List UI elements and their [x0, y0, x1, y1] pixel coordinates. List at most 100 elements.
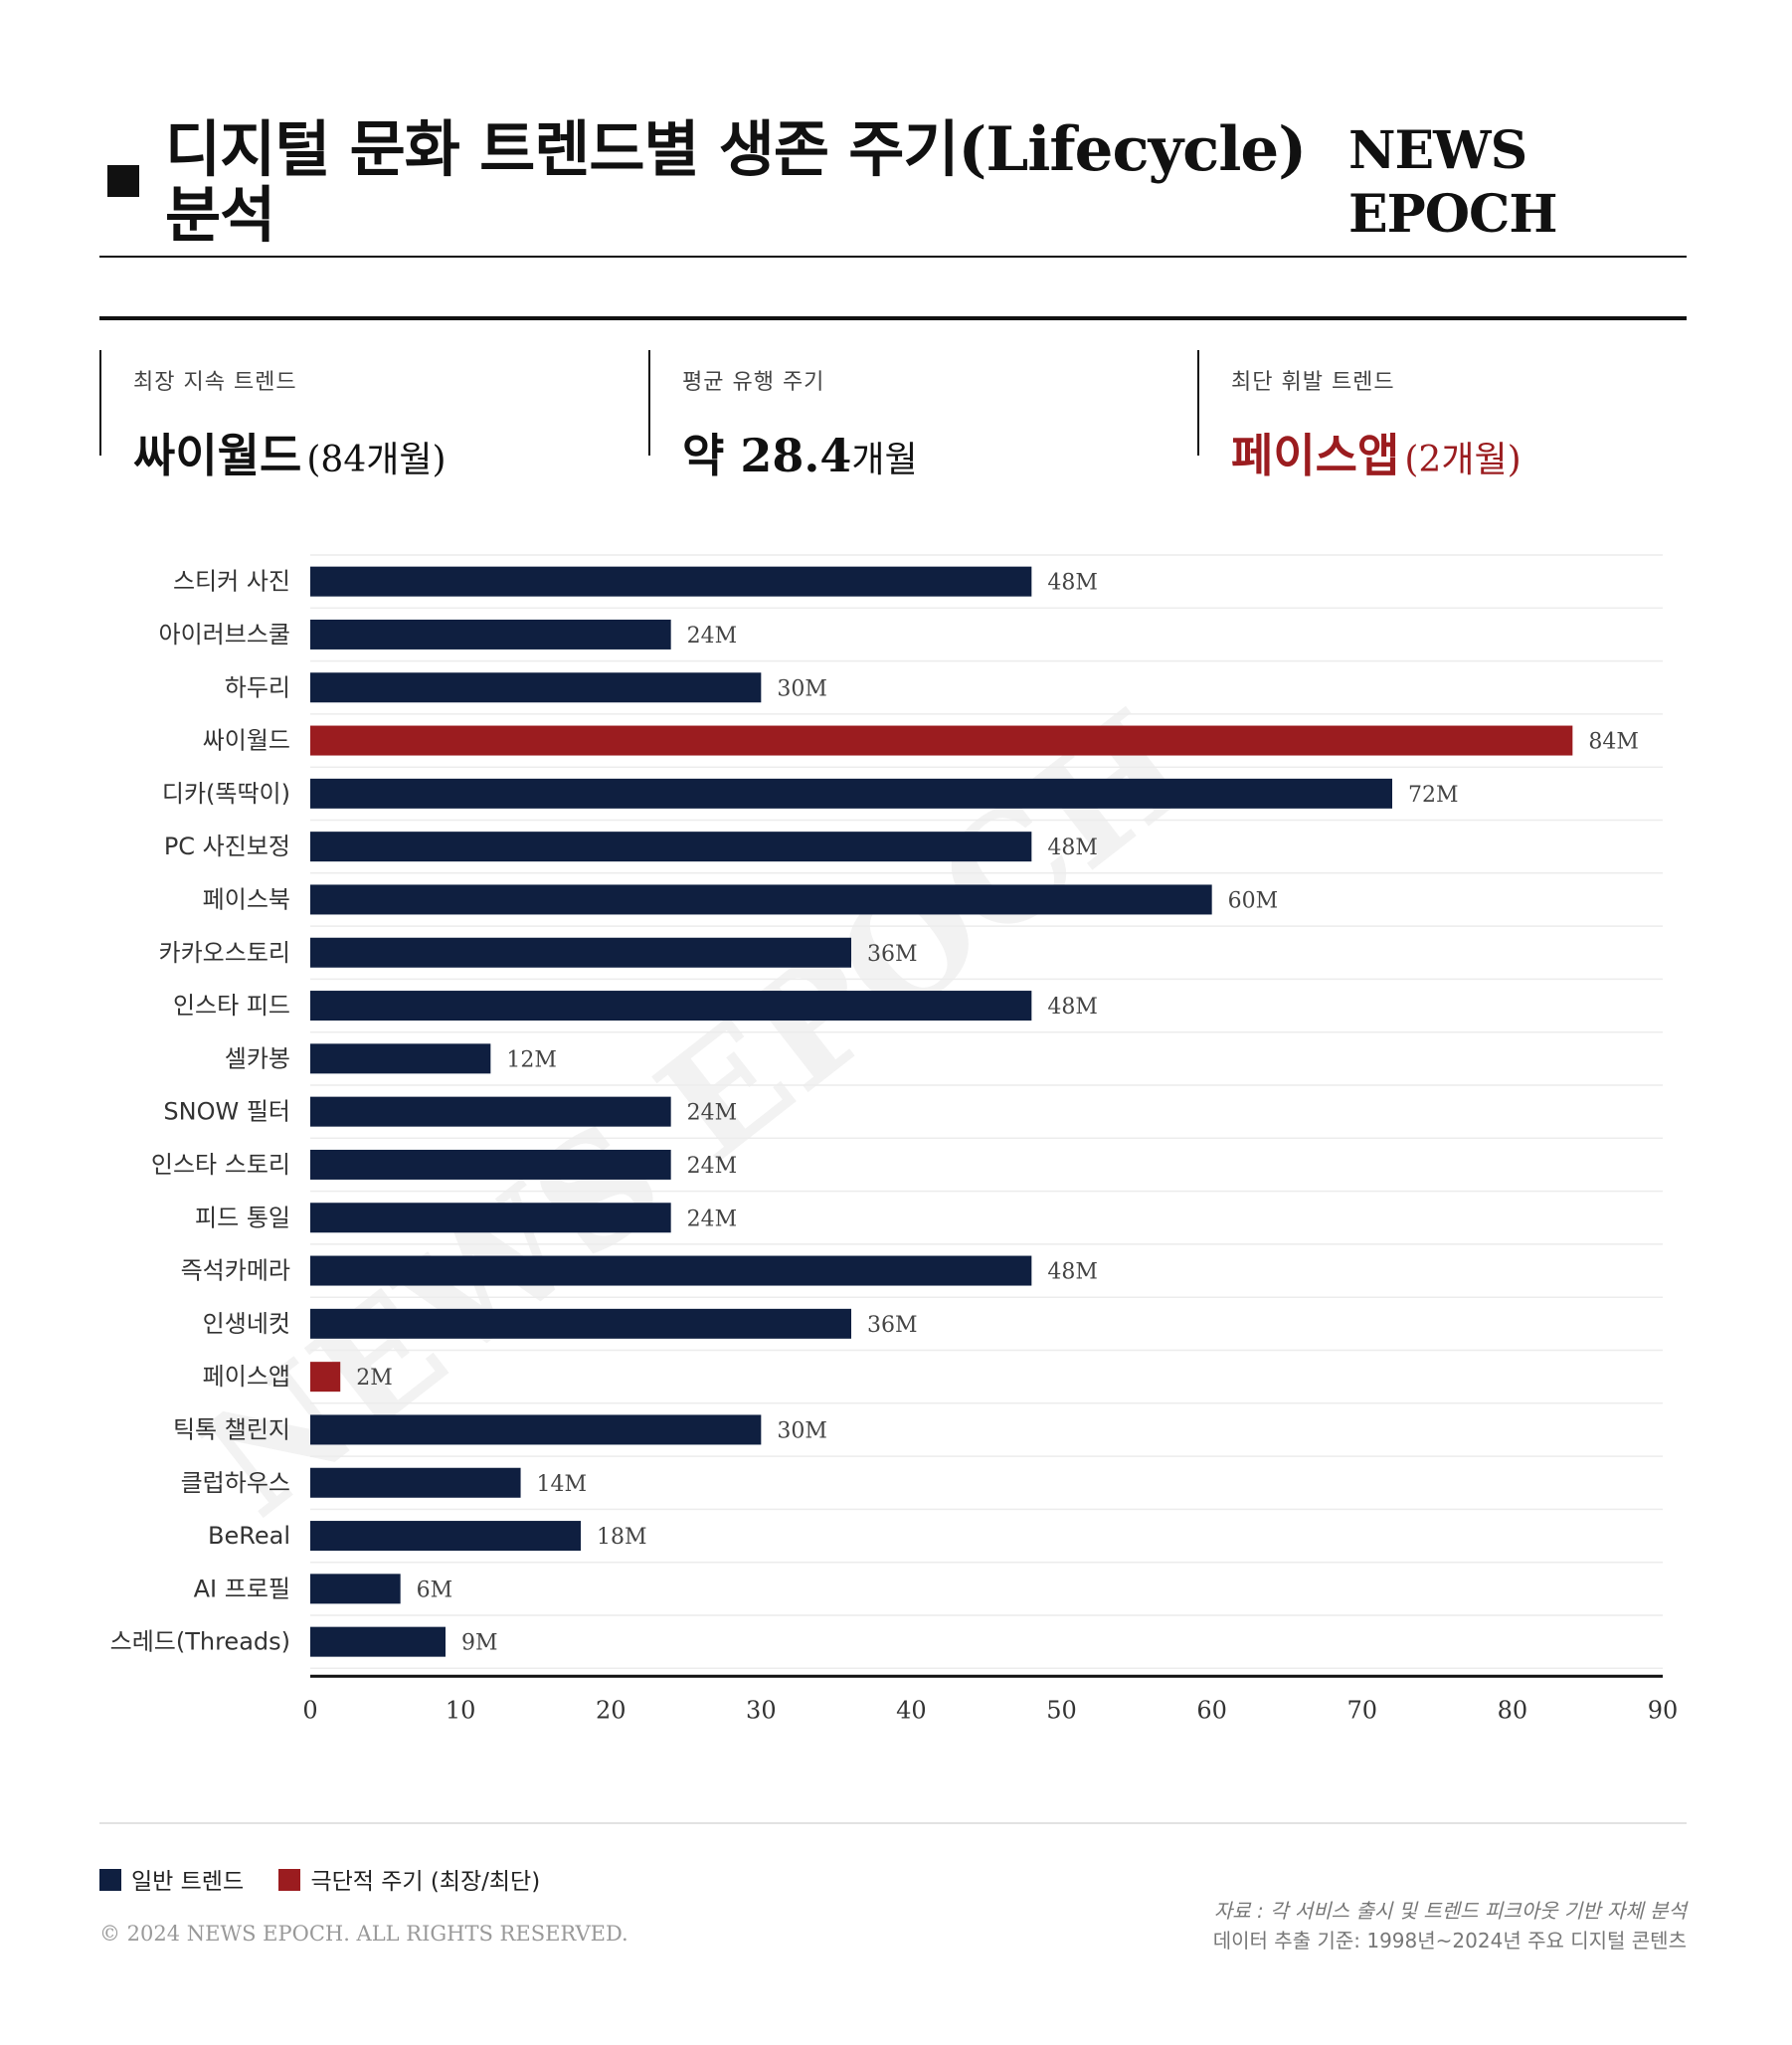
value-label: 9M — [461, 1631, 498, 1656]
header: 디지털 문화 트렌드별 생존 주기(Lifecycle) 분석 NEWS EPO… — [99, 117, 1687, 257]
value-label: 84M — [1588, 730, 1639, 755]
brand-line-1: NEWS — [1348, 120, 1527, 181]
kpi-average-value: 약 28.4 — [682, 429, 852, 482]
bar — [310, 832, 1032, 862]
kpi-row: 최장 지속 트렌드 싸이월드 (84개월) 평균 유행 주기 약 28.4개월 … — [99, 350, 1689, 482]
value-label: 6M — [417, 1578, 453, 1602]
kpi-average: 평균 유행 주기 약 28.4개월 — [648, 350, 1199, 482]
value-label: 30M — [777, 1418, 827, 1443]
bar — [310, 1626, 446, 1657]
kpi-longest-sub: (84개월) — [306, 440, 447, 480]
value-label: 18M — [597, 1525, 647, 1550]
source-line-2: 데이터 추출 기준: 1998년~2024년 주요 디지털 콘텐츠 — [1212, 1929, 1687, 1952]
kpi-average-value-row: 약 28.4개월 — [682, 420, 1199, 485]
category-label: 스레드(Threads) — [110, 1628, 290, 1656]
kpi-shortest: 최단 휘발 트렌드 페이스앱 (2개월) — [1197, 350, 1689, 482]
kpi-shortest-label: 최단 휘발 트렌드 — [1231, 370, 1395, 395]
value-label: 48M — [1047, 995, 1098, 1020]
bar — [310, 1521, 581, 1552]
legend-swatch-normal — [99, 1869, 121, 1891]
bar — [310, 1203, 671, 1233]
value-label: 24M — [687, 1207, 738, 1231]
title-square-icon — [107, 165, 139, 197]
bar — [310, 1149, 671, 1180]
legend-swatch-extreme — [278, 1869, 301, 1891]
category-label: AI 프로필 — [194, 1575, 290, 1602]
category-label: 틱톡 챌린지 — [173, 1415, 290, 1443]
legend-item-extreme: 극단적 주기 (최장/최단) — [278, 1862, 540, 1896]
bar — [310, 1308, 851, 1339]
value-label: 72M — [1408, 783, 1459, 808]
bar — [310, 1362, 341, 1393]
category-label: PC 사진보정 — [164, 833, 290, 860]
legend-label-extreme: 극단적 주기 (최장/최단) — [310, 1869, 541, 1895]
bar — [310, 991, 1032, 1022]
x-tick-label: 30 — [746, 1696, 777, 1724]
category-label: 스티커 사진 — [173, 568, 290, 596]
kpi-shortest-sub: (2개월) — [1404, 440, 1522, 480]
x-tick-label: 80 — [1498, 1696, 1528, 1724]
value-label: 24M — [687, 624, 738, 649]
bar-chart: 스티커 사진 48M 아이러브스쿨 24M 하두리 30M 싸이월드 84M 디카(똑딱이) 72… — [110, 554, 1679, 1724]
value-label: 24M — [687, 1154, 738, 1179]
kpi-longest-value-row: 싸이월드 (84개월) — [133, 420, 650, 485]
kpi-longest-label: 최장 지속 트렌드 — [133, 370, 297, 395]
category-label: SNOW 필터 — [163, 1098, 290, 1126]
x-tick-label: 70 — [1347, 1696, 1378, 1724]
category-label: 페이스앱 — [203, 1363, 290, 1391]
legend: 일반 트렌드 극단적 주기 (최장/최단) — [99, 1862, 568, 1896]
category-label: 셀카봉 — [225, 1044, 290, 1072]
x-tick-label: 20 — [596, 1696, 627, 1724]
value-label: 14M — [537, 1472, 588, 1497]
source-line-1: 자료 : 각 서비스 출시 및 트렌드 피크아웃 기반 자체 분석 — [1213, 1899, 1687, 1923]
bar — [310, 884, 1212, 915]
value-label: 48M — [1047, 571, 1098, 596]
x-tick-label: 60 — [1196, 1696, 1227, 1724]
category-label: 즉석카메라 — [181, 1257, 290, 1285]
kpi-average-sub: 개월 — [851, 440, 918, 480]
x-tick-label: 0 — [302, 1696, 317, 1724]
bar — [310, 672, 762, 703]
source-note: 자료 : 각 서비스 출시 및 트렌드 피크아웃 기반 자체 분석 데이터 추출… — [1213, 1896, 1687, 1955]
footer-rule — [99, 1822, 1687, 1824]
bar — [310, 937, 851, 968]
x-tick-label: 50 — [1046, 1696, 1077, 1724]
legend-item-normal: 일반 트렌드 — [99, 1862, 244, 1896]
brand-logo: NEWS EPOCH — [1348, 119, 1558, 247]
bar — [310, 725, 1573, 756]
kpi-shortest-value-row: 페이스앱 (2개월) — [1231, 420, 1689, 485]
value-label: 36M — [867, 942, 918, 967]
category-label: BeReal — [208, 1522, 290, 1550]
bar — [310, 1096, 671, 1127]
header-rule-thick — [99, 316, 1687, 320]
bar — [310, 619, 671, 650]
legend-label-normal: 일반 트렌드 — [131, 1869, 245, 1895]
x-tick-label: 10 — [446, 1696, 476, 1724]
bar — [310, 1043, 491, 1074]
bar — [310, 1467, 521, 1498]
kpi-average-label: 평균 유행 주기 — [682, 370, 825, 395]
kpi-longest-value: 싸이월드 — [133, 429, 302, 482]
bar — [310, 1414, 762, 1445]
category-label: 인생네컷 — [203, 1310, 290, 1338]
category-label: 하두리 — [225, 673, 290, 701]
x-tick-label: 90 — [1648, 1696, 1679, 1724]
copyright: © 2024 NEWS EPOCH. ALL RIGHTS RESERVED. — [99, 1922, 628, 1946]
category-label: 페이스북 — [203, 885, 290, 913]
value-label: 12M — [506, 1047, 557, 1072]
category-label: 싸이월드 — [203, 727, 290, 755]
value-label: 48M — [1047, 1260, 1098, 1285]
kpi-longest: 최장 지속 트렌드 싸이월드 (84개월) — [99, 350, 650, 482]
value-label: 36M — [867, 1313, 918, 1338]
category-label: 카카오스토리 — [159, 939, 290, 967]
bar — [310, 566, 1032, 597]
category-label: 아이러브스쿨 — [159, 621, 290, 649]
kpi-shortest-value: 페이스앱 — [1231, 429, 1400, 482]
bar — [310, 1255, 1032, 1286]
category-label: 피드 통일 — [195, 1204, 290, 1231]
header-rule-thin — [99, 256, 1687, 258]
category-label: 인스타 스토리 — [151, 1151, 290, 1179]
brand-line-2: EPOCH — [1348, 184, 1558, 245]
page-title: 디지털 문화 트렌드별 생존 주기(Lifecycle) 분석 — [165, 114, 1307, 251]
bar — [310, 778, 1392, 809]
